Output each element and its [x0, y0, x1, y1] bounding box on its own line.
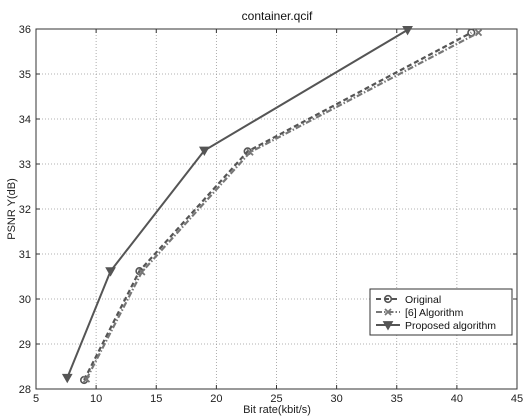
series-2 — [61, 26, 413, 384]
x-tick-label: 30 — [331, 393, 343, 405]
data-point-circle — [383, 294, 393, 304]
y-tick-label: 33 — [19, 159, 31, 171]
x-tick-label: 5 — [33, 393, 39, 405]
y-axis-ticks: 28 29 30 31 32 33 34 35 36 — [19, 24, 517, 396]
data-point-triangle — [61, 373, 73, 384]
data-point-x — [384, 308, 392, 316]
x-axis-label: Bit rate(kbit/s) — [243, 404, 311, 416]
chart-title: container.qcif — [242, 9, 313, 23]
y-tick-label: 32 — [19, 204, 31, 216]
series-layer — [61, 26, 483, 385]
y-tick-label: 34 — [19, 114, 31, 126]
legend-item: [6] Algorithm — [376, 307, 464, 319]
legend-label: Original — [405, 294, 441, 306]
legend-label: [6] Algorithm — [405, 307, 464, 319]
data-point-x — [82, 375, 91, 383]
y-tick-label: 36 — [19, 24, 31, 36]
data-point-x — [474, 28, 483, 37]
x-tick-label: 40 — [451, 393, 463, 405]
y-tick-label: 30 — [19, 294, 31, 306]
y-tick-label: 31 — [19, 249, 31, 261]
y-tick-label: 35 — [19, 69, 31, 81]
x-tick-label: 15 — [150, 393, 162, 405]
legend-box — [369, 288, 513, 336]
x-tick-label: 35 — [391, 393, 403, 405]
x-tick-label: 25 — [270, 393, 282, 405]
x-tick-label: 45 — [511, 393, 523, 405]
grid-lines — [36, 29, 517, 389]
legend-item: Original — [376, 294, 441, 306]
series-1 — [82, 28, 483, 383]
x-tick-label: 10 — [90, 393, 102, 405]
data-point-triangle — [382, 321, 394, 331]
y-tick-label: 29 — [19, 339, 31, 351]
y-axis-label: PSNR Y(dB) — [6, 178, 18, 240]
series-line — [66, 29, 409, 379]
data-point-triangle — [198, 146, 210, 157]
data-point-x — [138, 268, 146, 276]
x-axis-ticks: 5 10 15 20 25 30 35 40 45 — [33, 29, 523, 405]
series-line — [83, 31, 472, 381]
series-line — [85, 31, 480, 380]
y-tick-label: 28 — [19, 384, 31, 396]
legend-item: Proposed algorithm — [376, 320, 496, 332]
data-point-triangle — [402, 26, 413, 36]
legend-label: Proposed algorithm — [405, 320, 496, 332]
data-point-triangle — [105, 267, 116, 277]
x-tick-label: 20 — [210, 393, 222, 405]
data-point-x — [246, 148, 254, 156]
